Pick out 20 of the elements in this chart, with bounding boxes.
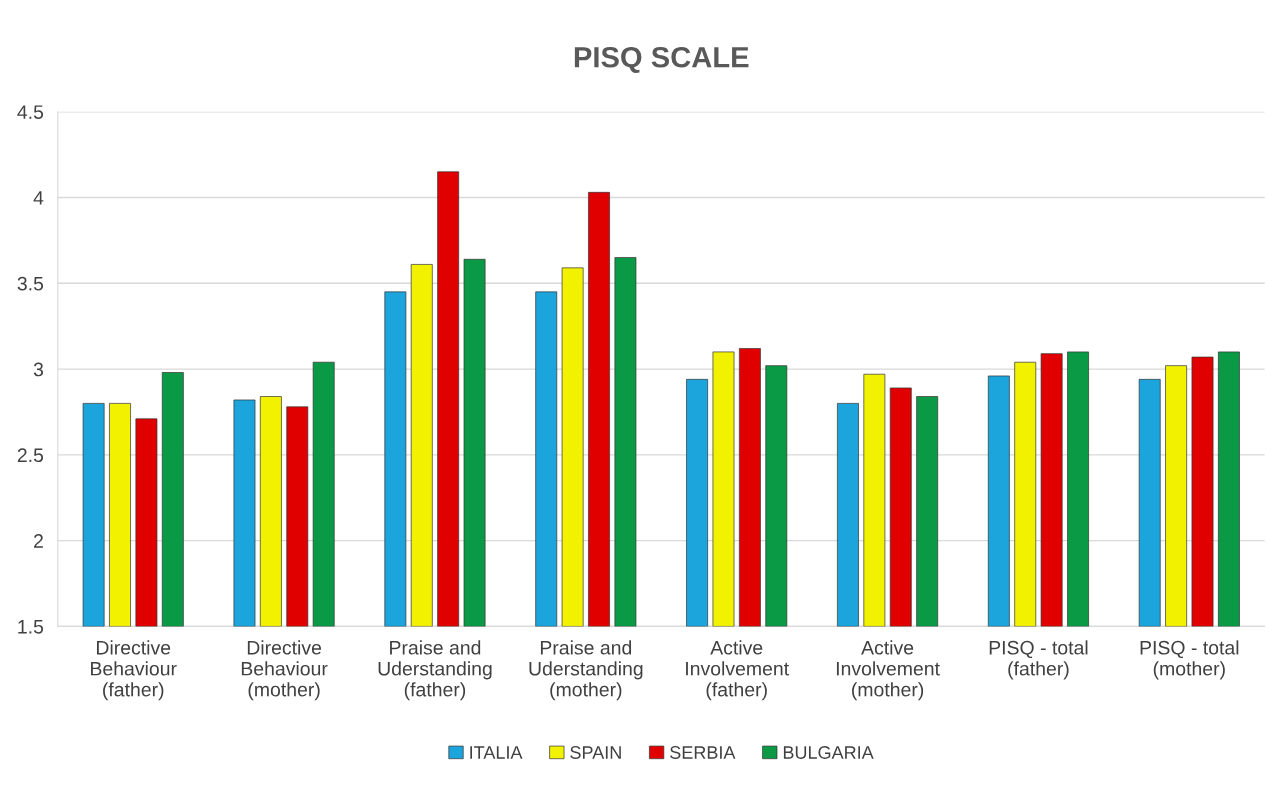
chart-title: PISQ SCALE [574, 46, 749, 74]
y-tick-label: 1.5 [18, 620, 44, 634]
x-tick-label: Praise and Uderstanding (father) [378, 640, 492, 701]
x-tick-label: PISQ - total (father) [989, 640, 1088, 680]
y-tick-label: 2 [34, 534, 43, 548]
y-tick-label: 3.5 [17, 276, 44, 291]
legend-label: ITALIA [470, 746, 523, 759]
y-tick-label: 3 [33, 362, 44, 377]
x-tick-label: Active Involvement (mother) [836, 640, 940, 701]
legend-label: SERBIA [670, 746, 736, 759]
y-tick-label: 4.5 [17, 105, 44, 119]
legend-label: BULGARIA [783, 746, 874, 759]
legend-label: SPAIN [570, 746, 621, 759]
y-tick-label: 2.5 [17, 448, 44, 463]
x-tick-label: Directive Behaviour (mother) [241, 640, 328, 701]
x-tick-label: Praise and Uderstanding (mother) [529, 640, 643, 701]
x-tick-label: Directive Behaviour (father) [91, 640, 177, 701]
x-tick-label: Active Involvement (father) [686, 640, 789, 701]
y-tick-label: 4 [33, 191, 44, 205]
x-tick-label: PISQ - total (mother) [1140, 640, 1239, 680]
